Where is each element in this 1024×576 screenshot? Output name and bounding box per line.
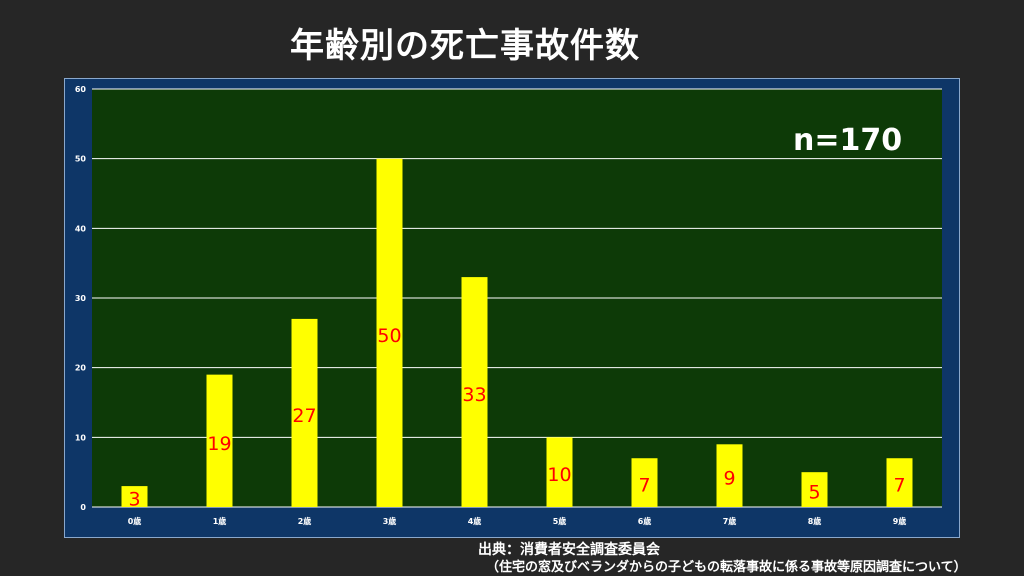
- y-tick-label: 10: [75, 433, 87, 442]
- bar-data-label: 50: [377, 325, 401, 347]
- x-tick-label: 1歳: [213, 516, 227, 526]
- x-tick-label: 9歳: [893, 516, 907, 526]
- x-tick-label: 6歳: [638, 516, 652, 526]
- bar: [206, 374, 233, 507]
- bar: [121, 486, 148, 507]
- page-title: 年齢別の死亡事故件数: [290, 26, 640, 66]
- bar-data-label: 5: [808, 482, 820, 504]
- x-tick-label: 5歳: [553, 516, 567, 526]
- bar-data-label: 7: [638, 475, 650, 497]
- x-tick-label: 4歳: [468, 516, 482, 526]
- bar-chart: 0 10 20 30 40 50 60 3 19 27 50 33 10 7 9 5 7 0歳 1歳 2歳 3歳 4歳…: [75, 85, 942, 526]
- bar: [461, 277, 488, 507]
- y-axis-ticks: 0 10 20 30 40 50 60: [75, 85, 87, 512]
- bar-data-label: 19: [207, 433, 231, 455]
- x-axis-ticks: 0歳 1歳 2歳 3歳 4歳 5歳 6歳 7歳 8歳 9歳: [128, 516, 907, 526]
- bar-data-label: 3: [128, 489, 140, 511]
- bar: [376, 158, 403, 507]
- bar: [886, 458, 913, 507]
- x-tick-label: 2歳: [298, 516, 312, 526]
- bar: [631, 458, 658, 507]
- bar: [546, 437, 573, 507]
- x-tick-label: 3歳: [383, 516, 397, 526]
- bar: [716, 444, 743, 507]
- source-citation: 出典：消費者安全調査委員会: [478, 542, 660, 558]
- y-tick-label: 40: [75, 224, 87, 233]
- y-tick-label: 20: [75, 364, 87, 373]
- x-tick-label: 8歳: [808, 516, 822, 526]
- source-citation-detail: （住宅の窓及びベランダからの子どもの転落事故に係る事故等原因調査について）: [486, 560, 967, 575]
- bar-data-label: 33: [462, 384, 486, 406]
- bar: [801, 472, 828, 507]
- y-tick-label: 60: [75, 85, 87, 94]
- bar-data-label: 27: [292, 405, 316, 427]
- y-tick-label: 50: [75, 155, 87, 164]
- bar: [291, 318, 318, 507]
- chart-frame: 0 10 20 30 40 50 60 3 19 27 50 33 10 7 9 5 7 0歳 1歳 2歳 3歳 4歳…: [64, 78, 960, 538]
- x-tick-label: 7歳: [723, 516, 737, 526]
- y-tick-label: 30: [75, 294, 87, 303]
- y-tick-label: 0: [80, 503, 86, 512]
- gridlines: [92, 88, 942, 508]
- bar-data-label: 9: [723, 468, 735, 490]
- bar-data-label: 7: [893, 475, 905, 497]
- bars: 3 19 27 50 33 10 7 9 5 7: [121, 158, 913, 511]
- sample-size-annotation: n=170: [793, 123, 902, 158]
- x-tick-label: 0歳: [128, 516, 142, 526]
- bar-data-label: 10: [547, 464, 571, 486]
